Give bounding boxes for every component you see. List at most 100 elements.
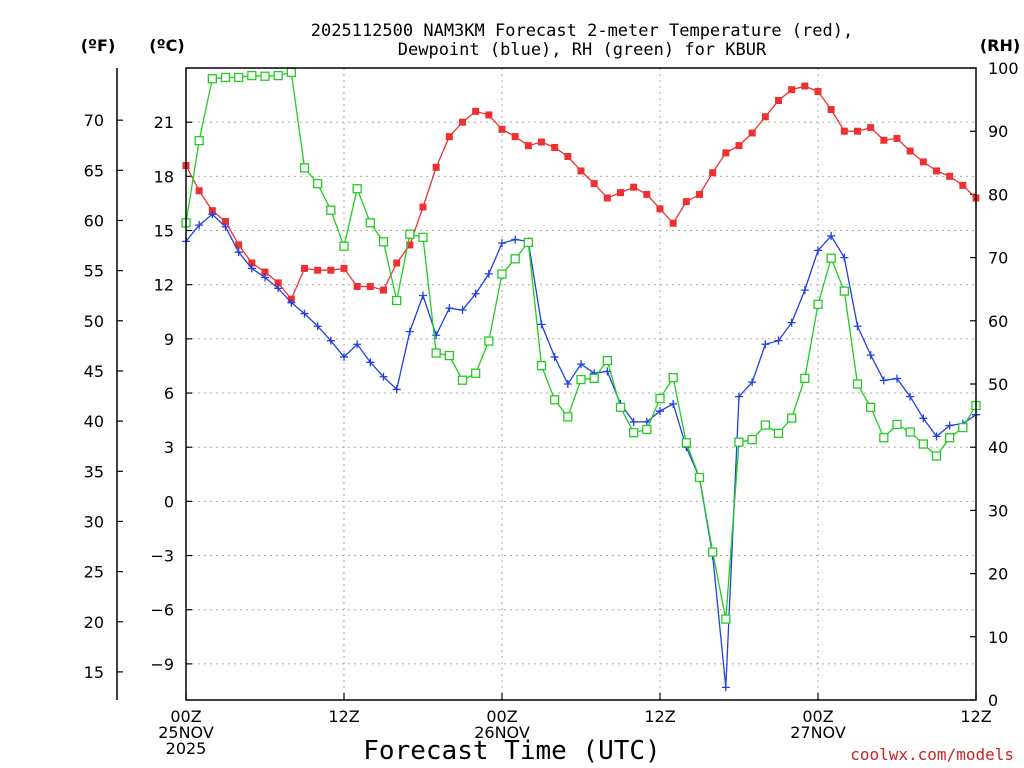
rh-point: [800, 373, 810, 383]
temperature-point: [748, 129, 756, 137]
temperature-point: [261, 268, 269, 276]
temperature-point: [788, 86, 796, 94]
series-group: [181, 67, 981, 692]
dewpoint-point: [445, 304, 454, 313]
temperature-point: [827, 106, 835, 114]
rh-tick-label: 50: [988, 375, 1008, 394]
temperature-point: [314, 266, 322, 274]
temperature-point: [722, 149, 730, 157]
rh-point: [642, 424, 652, 435]
dewpoint-point: [800, 286, 809, 295]
rh-point: [378, 237, 389, 247]
rh-point: [694, 472, 705, 483]
rh-point: [405, 229, 415, 239]
celsius-tick-label: 6: [164, 384, 174, 403]
chart-title-line1: 2025112500 NAM3KM Forecast 2-meter Tempe…: [311, 21, 853, 41]
fahrenheit-tick-label: 60: [84, 211, 104, 230]
rh-point: [734, 437, 744, 447]
rh-point: [615, 402, 626, 413]
fahrenheit-unit-label: (ºF): [81, 36, 116, 55]
time-tick-label: 25NOV: [158, 723, 214, 742]
temperature-point: [524, 142, 532, 150]
dewpoint-point: [629, 417, 638, 426]
fahrenheit-tick-label: 70: [84, 111, 104, 130]
dewpoint-point: [419, 291, 427, 300]
dewpoint-point: [326, 336, 335, 345]
dewpoint-point: [208, 210, 217, 219]
rh-point: [563, 412, 573, 422]
celsius-tick-label: 15: [154, 222, 174, 241]
dewpoint-point: [827, 231, 836, 240]
temperature-point: [735, 142, 743, 150]
rh-point: [471, 368, 481, 378]
rh-point: [655, 393, 665, 404]
dewpoint-point: [879, 376, 888, 385]
dewpoint-point: [458, 305, 467, 314]
temperature-point: [682, 198, 690, 206]
temperature-point: [867, 124, 875, 132]
rh-point: [365, 218, 375, 228]
temperature-point: [538, 138, 545, 146]
dewpoint-point: [366, 358, 375, 367]
rh-tick-label: 20: [988, 565, 1008, 584]
celsius-tick-label: 9: [164, 330, 174, 349]
temperature-point: [696, 190, 703, 198]
rh-tick-label: 0: [988, 691, 998, 710]
dewpoint-point: [853, 322, 862, 331]
rh-point: [220, 72, 231, 83]
temperature-point: [630, 183, 638, 191]
fahrenheit-tick-label: 35: [84, 462, 104, 481]
rh-tick-label: 100: [988, 59, 1019, 78]
dewpoint-point: [471, 289, 480, 298]
rh-point: [207, 74, 217, 84]
temperature-point: [327, 266, 335, 274]
rh-point: [484, 336, 494, 346]
celsius-unit-label: (ºC): [149, 36, 184, 55]
dewpoint-point: [432, 331, 441, 340]
rh-point: [708, 547, 718, 557]
rh-point: [339, 241, 349, 251]
rh-point: [260, 71, 270, 81]
rh-point: [299, 163, 310, 173]
temperature-point: [274, 279, 282, 287]
rh-point: [194, 136, 204, 146]
rh-unit-label: (RH): [980, 36, 1020, 55]
temperature-point: [840, 127, 848, 135]
dewpoint-point: [563, 380, 572, 388]
temperature-point: [656, 205, 664, 213]
celsius-tick-label: 18: [154, 167, 174, 186]
temperature-point: [235, 241, 243, 249]
time-tick-label: 27NOV: [790, 723, 846, 742]
temperature-point: [577, 167, 585, 175]
rh-tick-label: 70: [988, 249, 1008, 268]
rh-point: [247, 70, 257, 81]
rh-point: [273, 70, 283, 81]
celsius-tick-label: −3: [150, 547, 174, 566]
temperature-point: [366, 282, 374, 290]
time-tick-label: 00Z: [802, 707, 833, 726]
temperature-point: [406, 241, 414, 249]
dewpoint-point: [511, 235, 520, 244]
fahrenheit-tick-label: 55: [84, 262, 104, 281]
time-tick-label: 2025: [166, 739, 207, 758]
dewpoint-point: [313, 322, 322, 331]
rh-point: [892, 419, 902, 430]
rh-point: [787, 413, 797, 423]
rh-point: [826, 253, 836, 263]
time-tick-label: 12Z: [328, 707, 359, 726]
fahrenheit-tick-label: 30: [84, 512, 104, 531]
dewpoint-point: [761, 340, 770, 349]
temperature-point: [340, 264, 348, 272]
series-line: [185, 71, 977, 620]
rh-point: [431, 348, 441, 358]
dewpoint-point: [787, 318, 796, 327]
series-dewpoint: [182, 210, 980, 692]
rh-point: [444, 350, 454, 361]
temperature-point: [353, 282, 361, 290]
temperature-point: [880, 136, 888, 144]
temperature-point: [854, 127, 861, 135]
rh-point: [945, 433, 955, 443]
rh-point: [392, 295, 402, 306]
dewpoint-point: [392, 385, 401, 394]
